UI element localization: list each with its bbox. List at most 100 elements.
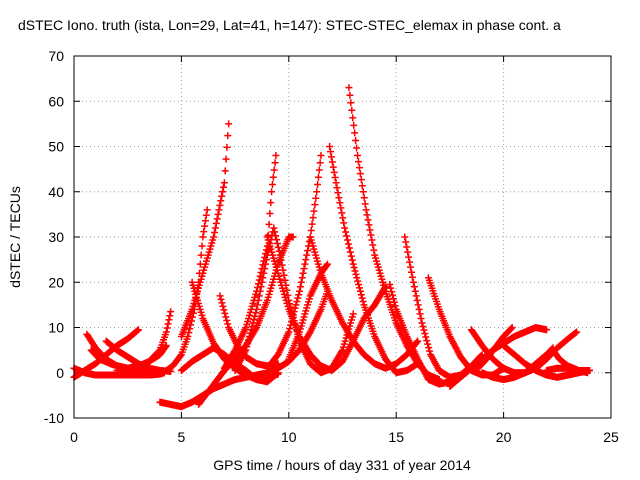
data-point-marker <box>326 143 334 150</box>
data-point-marker <box>166 312 174 320</box>
data-point-marker <box>313 188 321 196</box>
data-point-marker <box>292 301 300 309</box>
data-point-marker <box>252 325 260 333</box>
data-point-marker <box>303 251 311 259</box>
data-point-marker <box>219 183 227 191</box>
data-point-marker <box>295 291 303 299</box>
data-point-marker <box>301 260 309 268</box>
data-point-marker <box>344 240 352 248</box>
data-point-marker <box>211 224 219 232</box>
data-point-marker <box>298 274 306 282</box>
data-point-marker <box>311 201 319 209</box>
data-point-marker <box>343 232 351 240</box>
data-point-marker <box>358 182 366 190</box>
x-tick-label: 0 <box>70 429 78 445</box>
data-point-marker <box>249 319 257 327</box>
data-point-marker <box>216 201 224 209</box>
data-point-marker <box>365 221 373 229</box>
data-point-marker <box>334 189 342 197</box>
data-point-marker <box>167 308 175 316</box>
data-point-marker <box>201 222 209 230</box>
data-point-marker <box>218 299 226 307</box>
data-point-marker <box>348 106 356 114</box>
data-point-marker <box>350 121 358 129</box>
data-point-marker <box>309 214 317 222</box>
data-point-marker <box>423 337 431 345</box>
data-point-marker <box>203 206 211 214</box>
data-point-marker <box>293 297 301 305</box>
data-point-marker <box>413 338 421 346</box>
data-point-marker <box>370 246 378 254</box>
data-point-marker <box>359 188 367 196</box>
data-point-marker <box>573 328 581 336</box>
data-point-marker <box>335 194 343 202</box>
series-15 <box>263 152 325 372</box>
data-point-marker <box>387 284 395 292</box>
data-point-marker <box>162 328 170 336</box>
data-point-marker <box>357 291 365 299</box>
data-point-marker <box>290 308 298 316</box>
x-tick-label: 20 <box>496 429 512 445</box>
y-tick-label: 20 <box>48 274 64 290</box>
series-10 <box>195 233 297 408</box>
data-point-marker <box>331 174 339 182</box>
data-point-marker <box>222 155 230 163</box>
data-point-marker <box>349 260 357 268</box>
data-point-marker <box>336 199 344 207</box>
data-point-marker <box>243 343 251 351</box>
data-point-marker <box>299 269 307 277</box>
data-point-marker <box>217 295 225 303</box>
data-point-marker <box>323 261 331 269</box>
data-point-marker <box>366 226 374 234</box>
data-point-marker <box>297 278 305 286</box>
data-point-marker <box>308 220 316 228</box>
data-point-marker <box>347 252 355 260</box>
y-tick-label: 0 <box>56 365 64 381</box>
data-point-marker <box>267 199 275 207</box>
data-point-marker <box>420 326 428 334</box>
data-point-marker <box>345 244 353 252</box>
data-point-marker <box>262 260 270 268</box>
data-point-marker <box>419 322 427 330</box>
data-point-marker <box>350 264 358 272</box>
data-point-marker <box>244 339 252 347</box>
data-point-marker <box>253 284 261 292</box>
data-point-marker <box>323 260 331 268</box>
y-tick-label: -10 <box>44 410 64 426</box>
data-point-marker <box>270 224 278 232</box>
data-point-marker <box>414 301 422 309</box>
data-point-marker <box>332 179 340 187</box>
data-point-marker <box>317 152 325 160</box>
data-point-marker <box>356 284 364 292</box>
data-point-marker <box>257 283 265 291</box>
data-point-marker <box>356 170 364 178</box>
data-point-marker <box>219 188 227 196</box>
data-point-marker <box>260 269 268 277</box>
data-point-marker <box>355 164 363 172</box>
data-point-marker <box>246 329 254 337</box>
data-point-marker <box>330 168 338 176</box>
data-point-marker <box>163 324 171 332</box>
data-point-marker <box>351 129 359 137</box>
data-point-marker <box>275 247 283 255</box>
data-point-marker <box>202 211 210 219</box>
series-16 <box>285 260 331 363</box>
data-point-marker <box>414 337 422 345</box>
data-point-marker <box>327 153 335 161</box>
data-point-marker <box>289 233 297 241</box>
data-point-marker <box>328 158 336 166</box>
data-point-marker <box>314 173 322 181</box>
data-point-marker <box>296 287 304 295</box>
data-point-marker <box>274 243 282 251</box>
data-point-marker <box>403 243 411 251</box>
data-point-marker <box>218 192 226 200</box>
data-point-marker <box>346 248 354 256</box>
data-point-marker <box>258 278 266 286</box>
data-point-marker <box>270 166 278 174</box>
x-tick-label: 15 <box>388 429 404 445</box>
series-18 <box>326 143 422 377</box>
data-point-marker <box>426 347 434 355</box>
x-tick-label: 5 <box>178 429 186 445</box>
data-point-marker <box>342 228 350 236</box>
